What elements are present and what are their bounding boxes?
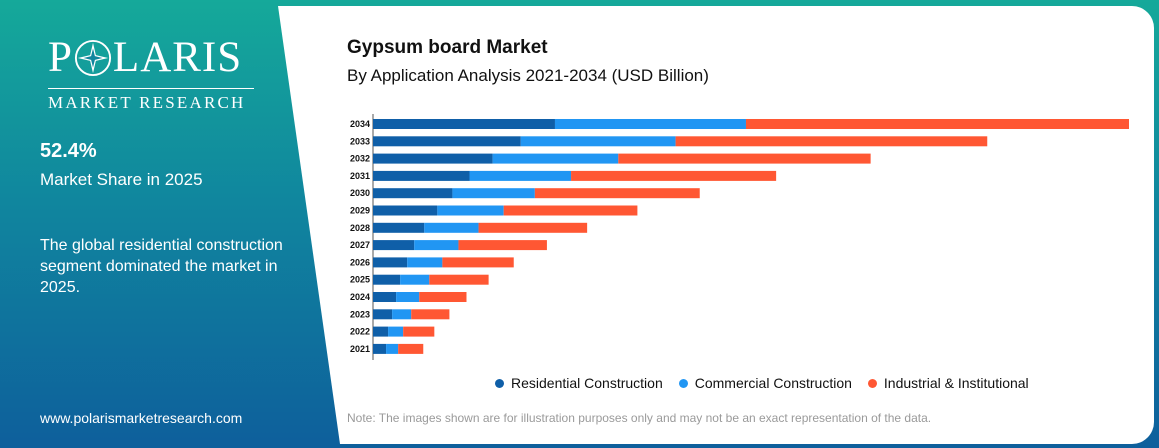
bar-commercial-2023: [392, 309, 412, 320]
legend-dot-industrial: [867, 378, 877, 388]
legend-label-commercial: Commercial Construction: [694, 375, 852, 391]
y-tick-label-2032: 2032: [350, 154, 370, 164]
bar-commercial-2034: [554, 119, 746, 129]
bar-commercial-2028: [424, 222, 479, 233]
y-tick-label-2021: 2021: [350, 344, 370, 354]
bar-commercial-2029: [437, 205, 504, 216]
polaris-logo: P LARIS MARKET RESEARCH: [48, 36, 258, 113]
legend-dot-commercial: [678, 378, 688, 388]
bar-residential-2022: [373, 326, 389, 337]
bar-industrial-2032: [618, 153, 871, 164]
market-share-label: Market Share in 2025: [40, 170, 203, 189]
segment-description: The global residential construction segm…: [40, 237, 283, 296]
disclaimer-note: Note: The images shown are for illustrat…: [347, 411, 932, 425]
logo-wordmark: P LARIS: [48, 36, 258, 80]
bar-residential-2028: [373, 222, 425, 233]
logo-text-p: P: [48, 34, 73, 81]
bar-industrial-2034: [745, 119, 1129, 129]
bar-industrial-2033: [675, 136, 988, 147]
bar-residential-2025: [373, 274, 401, 285]
logo-divider: [48, 88, 254, 89]
bar-commercial-2030: [452, 188, 535, 199]
bar-industrial-2028: [478, 222, 588, 233]
y-tick-label-2029: 2029: [350, 206, 370, 216]
bar-industrial-2023: [411, 309, 450, 320]
legend-label-industrial: Industrial & Institutional: [883, 375, 1029, 391]
chart-subtitle: By Application Analysis 2021-2034 (USD B…: [347, 66, 709, 85]
bar-industrial-2022: [403, 326, 435, 337]
y-tick-label-2030: 2030: [350, 188, 370, 198]
market-share-value: 52.4%: [40, 140, 97, 162]
y-tick-label-2033: 2033: [350, 136, 370, 146]
bar-industrial-2025: [429, 274, 489, 285]
bar-residential-2024: [373, 292, 397, 302]
bar-commercial-2027: [414, 240, 459, 251]
bar-industrial-2031: [571, 170, 777, 181]
bar-commercial-2021: [386, 343, 399, 354]
bar-commercial-2032: [492, 153, 619, 164]
bar-industrial-2027: [458, 240, 547, 251]
bar-commercial-2033: [520, 136, 676, 147]
y-tick-label-2025: 2025: [350, 275, 370, 285]
bar-industrial-2026: [442, 257, 514, 268]
chart-title: Gypsum board Market: [347, 37, 548, 58]
stacked-bar-chart: 2034 2033 2032 2031 2030 2029 2028 2027 2026 2025…: [350, 114, 1129, 360]
y-tick-label-2027: 2027: [350, 240, 370, 250]
bar-industrial-2021: [398, 343, 424, 354]
bar-residential-2030: [373, 188, 453, 199]
website-link[interactable]: www.polarismarketresearch.com: [40, 410, 243, 426]
bar-commercial-2025: [400, 274, 430, 285]
logo-text-laris: LARIS: [112, 34, 243, 81]
bar-industrial-2024: [419, 292, 467, 302]
logo-subtitle: MARKET RESEARCH: [48, 93, 246, 112]
info-panel: P LARIS MARKET RESEARCH 52.4% Market Sha…: [0, 0, 300, 448]
y-tick-label-2031: 2031: [350, 171, 370, 181]
chart-legend: Residential Construction Commercial Cons…: [495, 375, 1029, 391]
y-tick-label-2024: 2024: [350, 292, 370, 302]
legend-item-commercial: Commercial Construction: [678, 375, 852, 391]
y-tick-label-2022: 2022: [350, 327, 370, 337]
compass-star-icon: [74, 39, 111, 77]
bar-residential-2026: [373, 257, 408, 268]
y-tick-label-2023: 2023: [350, 309, 370, 319]
bar-commercial-2022: [388, 326, 404, 337]
bar-commercial-2024: [396, 292, 420, 302]
bar-residential-2031: [373, 170, 470, 181]
bar-industrial-2030: [534, 188, 700, 199]
y-tick-label-2034: 2034: [350, 119, 370, 129]
bar-commercial-2026: [407, 257, 443, 268]
bar-residential-2032: [373, 153, 493, 164]
bar-residential-2034: [373, 119, 555, 129]
bar-residential-2029: [373, 205, 438, 216]
y-tick-label-2026: 2026: [350, 257, 370, 267]
legend-dot-residential: [495, 378, 504, 388]
bar-residential-2027: [373, 240, 415, 251]
legend-label-residential: Residential Construction: [511, 375, 663, 391]
bar-industrial-2029: [503, 205, 638, 216]
bar-commercial-2031: [469, 170, 572, 181]
bar-residential-2021: [373, 343, 387, 354]
legend-item-residential: Residential Construction: [495, 375, 663, 391]
legend-item-industrial: Industrial & Institutional: [867, 375, 1029, 391]
bar-residential-2023: [373, 309, 393, 320]
y-tick-label-2028: 2028: [350, 223, 370, 233]
bar-residential-2033: [373, 136, 521, 147]
